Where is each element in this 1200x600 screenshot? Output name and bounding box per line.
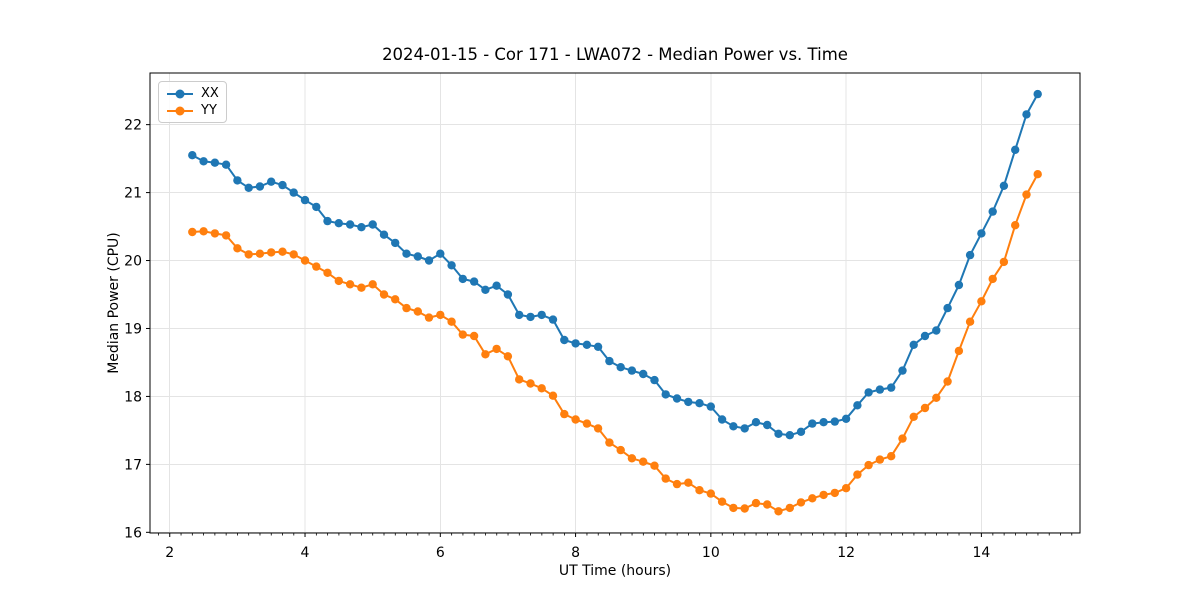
y-tick-label: 16 [124,525,142,541]
x-tick-label: 4 [301,545,310,561]
series-xx-markers [188,89,1042,440]
grid-lines [150,73,1080,533]
legend-item-yy: YY [166,102,218,119]
legend-marker-yy [167,106,193,115]
plot-frame [149,72,1081,534]
y-axis-label: Median Power (CPU) [106,232,122,374]
x-tick-label: 10 [702,545,720,561]
y-tick-label: 20 [124,254,142,270]
series-yy-line [192,173,1039,513]
x-tick-label: 8 [571,545,580,561]
x-tick-label: 2 [165,545,174,561]
y-axis-ticks: 16 17 18 19 20 21 22 [124,118,150,541]
y-tick-label: 19 [124,321,142,337]
legend-marker-xx [167,89,193,98]
legend-item-xx: XX [166,85,219,102]
x-tick-label: 6 [436,545,445,561]
x-axis-ticks: 2 4 6 8 10 12 14 [165,533,990,561]
legend: XX YY [158,81,227,123]
x-tick-label: 12 [837,545,855,561]
chart-title: 2024-01-15 - Cor 171 - LWA072 - Median P… [382,45,848,64]
series-yy-markers [188,170,1042,516]
y-tick-label: 22 [124,118,142,134]
y-tick-label: 21 [124,186,142,202]
series-xx-line [191,93,1039,437]
x-axis-label: UT Time (hours) [558,563,672,579]
y-tick-label: 17 [124,457,142,473]
legend-label-xx: XX [201,86,219,101]
y-tick-label: 18 [124,389,142,405]
x-tick-label: 14 [972,545,990,561]
legend-label-yy: YY [201,103,217,118]
